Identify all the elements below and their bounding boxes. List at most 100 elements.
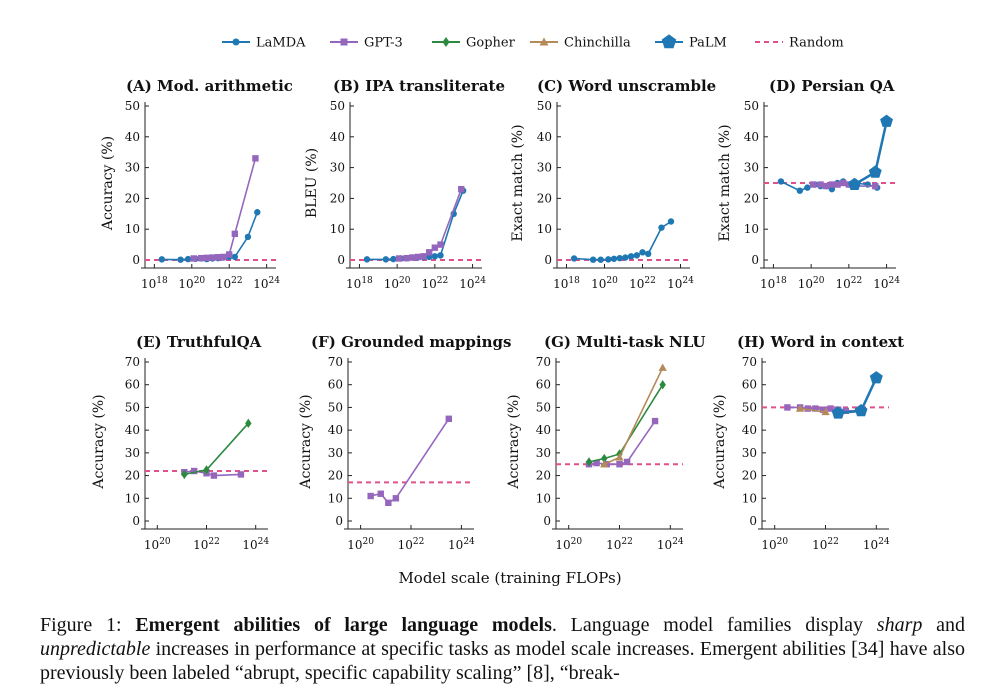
data-point <box>872 182 879 190</box>
legend-marker <box>340 38 348 46</box>
x-tick-label: 1022 <box>835 276 862 291</box>
y-tick-label: 30 <box>744 161 759 175</box>
x-tick-label: 1022 <box>193 537 220 552</box>
x-tick-label: 1022 <box>216 276 243 291</box>
data-point <box>645 250 652 258</box>
data-point <box>809 181 817 188</box>
data-point <box>593 459 600 467</box>
legend-label: GPT-3 <box>364 36 403 51</box>
y-tick-label: 70 <box>328 355 343 369</box>
y-tick-label: 20 <box>536 469 551 483</box>
x-tick-label: 1018 <box>760 276 787 291</box>
data-point <box>854 404 868 417</box>
data-point <box>431 244 439 251</box>
y-tick-label: 50 <box>330 99 345 113</box>
data-point <box>880 114 893 127</box>
legend-marker <box>442 37 450 47</box>
y-tick-label: 20 <box>328 469 343 483</box>
data-point <box>158 256 166 263</box>
x-tick-label: 1024 <box>253 276 280 291</box>
caption-text-3: increases in performance at specific tas… <box>40 638 965 684</box>
data-point <box>431 253 439 260</box>
data-point <box>220 253 227 261</box>
y-tick-label: 70 <box>536 355 551 369</box>
data-point <box>821 407 830 416</box>
data-point <box>403 254 410 262</box>
y-tick-label: 10 <box>537 222 552 236</box>
y-tick-label: 30 <box>125 161 140 175</box>
y-tick-label: 10 <box>125 491 140 505</box>
y-tick-label: 10 <box>125 222 140 236</box>
x-tick-label: 1024 <box>873 276 900 291</box>
y-tick-label: 30 <box>537 161 552 175</box>
data-point <box>840 179 847 187</box>
legend-item-palm: PaLM <box>655 34 727 51</box>
y-tick-label: 50 <box>328 400 343 414</box>
data-point <box>409 254 416 261</box>
y-tick-label: 20 <box>125 469 140 483</box>
legend: LaMDA GPT-3 Gopher Chinchilla PaLM Random <box>222 34 844 51</box>
legend-marker <box>539 37 549 46</box>
caption-text-1: . Language model families display <box>551 614 877 636</box>
data-point <box>633 252 640 259</box>
y-tick-label: 60 <box>742 378 757 392</box>
series-gopher <box>181 418 252 480</box>
y-tick-label: 0 <box>544 253 552 267</box>
data-point <box>659 380 666 390</box>
data-point <box>231 253 239 261</box>
data-point <box>190 255 197 262</box>
data-point <box>390 255 397 263</box>
data-point <box>616 254 623 262</box>
y-tick-label: 0 <box>132 253 140 267</box>
series-line <box>370 418 450 504</box>
x-tick-label: 1024 <box>459 276 486 291</box>
y-axis-label: Accuracy (%) <box>298 394 314 489</box>
data-point <box>622 254 629 261</box>
y-tick-label: 10 <box>536 491 551 505</box>
data-point <box>214 254 222 261</box>
data-point <box>623 458 631 466</box>
legend-item-random: Random <box>755 36 844 51</box>
legend-item-chinchilla: Chinchilla <box>530 36 631 51</box>
panel-title: (B) IPA transliterate <box>333 77 505 95</box>
data-point <box>385 499 392 507</box>
y-tick-label: 10 <box>330 222 345 236</box>
y-tick-label: 30 <box>742 446 757 460</box>
x-tick-label: 1018 <box>553 276 580 291</box>
panel-title: (E) TruthfulQA <box>136 333 262 351</box>
series-line <box>799 407 826 413</box>
x-tick-label: 1022 <box>629 276 656 291</box>
x-tick-label: 1022 <box>398 537 425 552</box>
x-tick-label: 1020 <box>384 276 411 291</box>
data-point <box>395 255 403 262</box>
data-point <box>842 407 850 415</box>
data-point <box>784 404 791 411</box>
legend-item-gopher: Gopher <box>432 36 516 51</box>
data-point <box>667 218 675 225</box>
x-tick-label: 1022 <box>606 537 633 552</box>
y-tick-label: 70 <box>742 355 757 369</box>
figure-caption: Figure 1: Emergent abilities of large la… <box>40 613 965 685</box>
data-point <box>651 417 659 425</box>
data-point <box>203 254 210 262</box>
figure: LaMDA GPT-3 Gopher Chinchilla PaLM Random (A)… <box>91 34 904 587</box>
y-tick-label: 10 <box>742 491 757 505</box>
x-tick-label: 1020 <box>347 537 374 552</box>
data-point <box>819 406 827 413</box>
y-axis-label: Accuracy (%) <box>91 394 107 489</box>
data-point <box>363 256 371 263</box>
data-point <box>420 253 427 260</box>
data-point <box>795 404 805 412</box>
data-point <box>589 256 597 263</box>
y-tick-label: 20 <box>744 191 759 205</box>
y-axis-label: Accuracy (%) <box>712 394 728 489</box>
caption-italic-2: unpredictable <box>40 638 151 660</box>
y-axis-label: Accuracy (%) <box>506 394 522 489</box>
data-point <box>597 256 604 263</box>
y-tick-label: 50 <box>125 400 140 414</box>
y-tick-label: 40 <box>125 423 140 437</box>
panel-title: (F) Grounded mappings <box>311 333 511 351</box>
